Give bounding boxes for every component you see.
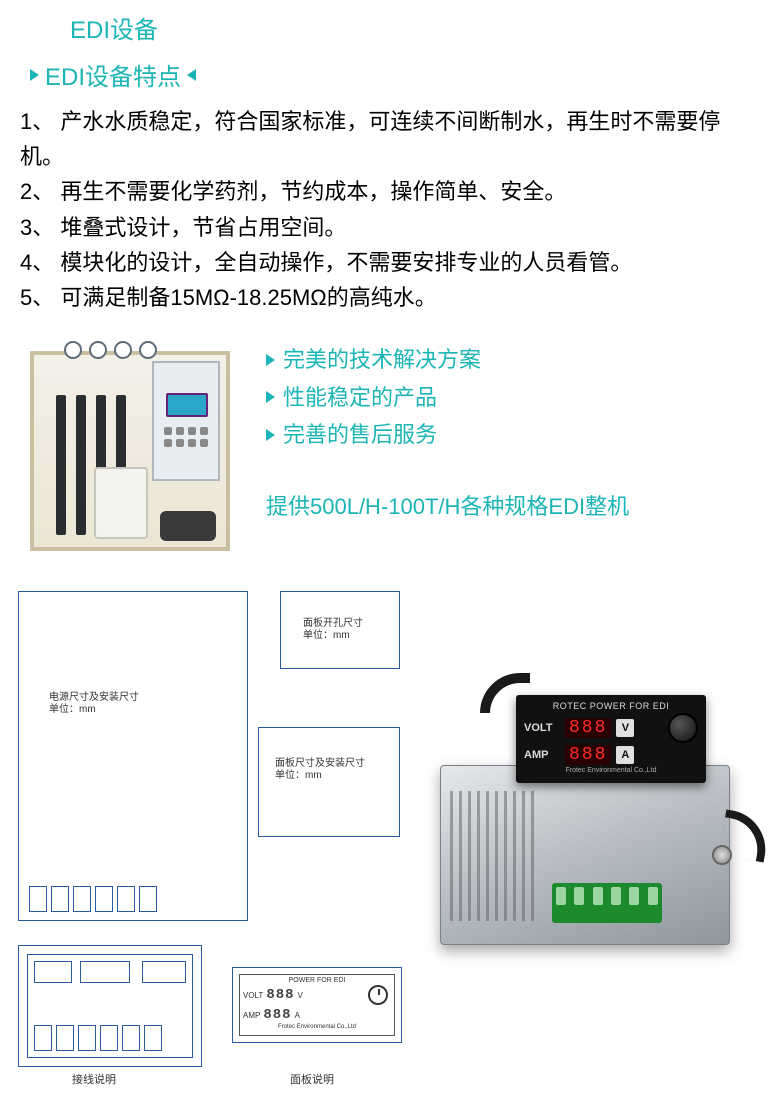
psu-amp-unit: A — [616, 746, 634, 764]
panel-hole-diagram: 面板开孔尺寸 单位：mm — [280, 591, 400, 669]
adjustment-knob-icon — [668, 713, 698, 743]
benefit-item: 性能稳定的产品 — [266, 379, 629, 416]
edi-machine-illustration — [20, 331, 240, 561]
page-title: EDI设备 — [0, 0, 780, 45]
psu-volt-display: 888 — [565, 718, 611, 738]
volt-label: VOLT — [243, 991, 263, 1000]
benefit-text: 性能稳定的产品 — [283, 379, 437, 416]
volt-segment-display: 888 — [266, 987, 294, 1003]
triangle-right-icon — [30, 69, 39, 81]
psu-amp-display: 888 — [565, 745, 611, 765]
feature-item: 4、 模块化的设计，全自动操作，不需要安排专业的人员看管。 — [20, 245, 760, 280]
feature-list: 1、 产水水质稳定，符合国家标准，可连续不间断制水，再生时不需要停机。 2、 再… — [0, 100, 780, 325]
volt-unit: V — [298, 991, 303, 1000]
power-dimension-diagram: 电源尺寸及安装尺寸 单位：mm — [18, 591, 248, 921]
wiring-diagram — [18, 945, 202, 1067]
benefit-item: 完美的技术解决方案 — [266, 341, 629, 378]
psu-amp-label: AMP — [524, 749, 560, 761]
benefit-item: 完善的售后服务 — [266, 416, 629, 453]
triangle-right-icon — [266, 354, 275, 366]
face-panel-title: POWER FOR EDI — [240, 975, 394, 984]
amp-segment-display: 888 — [263, 1007, 291, 1023]
vent-grille-icon — [450, 791, 540, 921]
power-supply-photo: ROTEC POWER FOR EDI VOLT 888 V AMP 888 A… — [420, 695, 760, 965]
feature-item: 3、 堆叠式设计，节省占用空间。 — [20, 210, 760, 245]
spec-line: 提供500L/H-100T/H各种规格EDI整机 — [266, 489, 629, 521]
face-panel-diagram: POWER FOR EDI VOLT 888 V AMP 888 A Frote… — [232, 967, 402, 1043]
feature-item: 1、 产水水质稳定，符合国家标准，可连续不间断制水，再生时不需要停机。 — [20, 104, 760, 174]
triangle-left-icon — [187, 69, 196, 81]
diagrams-area: 电源尺寸及安装尺寸 单位：mm 面板开孔尺寸 单位：mm 面板尺寸及安装尺寸 单… — [0, 587, 780, 1117]
connector-row-icon — [29, 886, 157, 912]
diagram-label: 面板尺寸及安装尺寸 单位：mm — [275, 758, 365, 782]
wiring-caption: 接线说明 — [72, 1071, 116, 1087]
psu-volt-unit: V — [616, 719, 634, 737]
benefit-text: 完善的售后服务 — [283, 416, 437, 453]
amp-unit: A — [295, 1011, 300, 1020]
section-heading: EDI设备特点 — [0, 45, 780, 100]
panel-dimension-diagram: 面板尺寸及安装尺寸 单位：mm — [258, 727, 400, 837]
psu-meter-title: ROTEC POWER FOR EDI — [524, 701, 698, 711]
terminal-block-icon — [552, 883, 662, 923]
triangle-right-icon — [266, 391, 275, 403]
diagram-label: 面板开孔尺寸 单位：mm — [303, 618, 363, 642]
psu-volt-label: VOLT — [524, 722, 560, 734]
triangle-right-icon — [266, 429, 275, 441]
section-heading-text: EDI设备特点 — [45, 57, 181, 92]
face-panel-brand: Frotec Environmental Co.,Ltd — [240, 1024, 394, 1030]
psu-display-panel: ROTEC POWER FOR EDI VOLT 888 V AMP 888 A… — [516, 695, 706, 783]
diagram-label: 电源尺寸及安装尺寸 单位：mm — [49, 692, 139, 716]
benefit-text: 完美的技术解决方案 — [283, 341, 481, 378]
face-panel-caption: 面板说明 — [290, 1071, 334, 1087]
cable-icon — [718, 809, 771, 862]
benefits-list: 完美的技术解决方案 性能稳定的产品 完善的售后服务 提供500L/H-100T/… — [266, 331, 629, 561]
knob-icon — [368, 985, 388, 1005]
feature-item: 2、 再生不需要化学药剂，节约成本，操作简单、安全。 — [20, 174, 760, 209]
feature-item: 5、 可满足制备15MΩ-18.25MΩ的高纯水。 — [20, 280, 760, 315]
psu-brand: Frotec Environmental Co.,Ltd — [524, 767, 698, 774]
amp-label: AMP — [243, 1011, 260, 1020]
